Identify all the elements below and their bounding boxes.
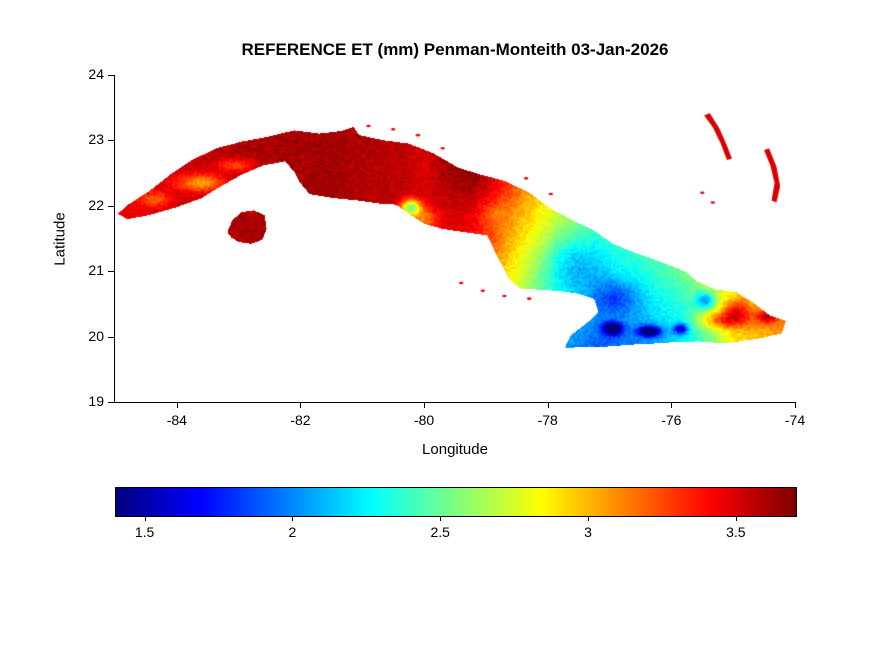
et-map-canvas bbox=[115, 75, 795, 402]
colorbar-tick-mark bbox=[735, 517, 737, 521]
y-tick-label: 22 bbox=[88, 196, 104, 213]
x-tick-mark bbox=[795, 403, 796, 408]
x-tick-label: -78 bbox=[537, 412, 558, 428]
x-tick-label: -80 bbox=[413, 412, 435, 428]
y-tick-mark bbox=[108, 402, 114, 403]
colorbar-tick-mark bbox=[144, 517, 146, 521]
y-tick-mark bbox=[108, 271, 114, 273]
x-tick-label: -76 bbox=[661, 412, 682, 428]
colorbar-tick-label: 3 bbox=[584, 524, 592, 540]
y-axis-label: Latitude bbox=[51, 212, 69, 266]
colorbar-tick-label: 1.5 bbox=[134, 524, 155, 540]
x-axis-line bbox=[114, 402, 796, 403]
colorbar-gradient bbox=[115, 487, 797, 517]
y-tick-label: 20 bbox=[88, 327, 104, 344]
y-tick-label: 21 bbox=[88, 262, 104, 279]
y-tick-mark bbox=[108, 336, 114, 338]
y-tick-label: 23 bbox=[88, 131, 104, 148]
y-tick-label: 19 bbox=[88, 393, 104, 409]
x-tick-mark bbox=[547, 403, 549, 408]
colorbar-tick-mark bbox=[292, 517, 294, 521]
colorbar-tick-mark bbox=[440, 517, 442, 521]
y-tick-mark bbox=[108, 205, 114, 207]
x-tick-label: -74 bbox=[784, 412, 806, 428]
x-tick-label: -84 bbox=[166, 412, 187, 428]
y-tick-label: 24 bbox=[88, 66, 104, 82]
colorbar-tick-label: 2 bbox=[288, 524, 297, 540]
colorbar-tick-label: 2.5 bbox=[430, 524, 450, 540]
y-tick-mark bbox=[108, 75, 114, 76]
x-tick-mark bbox=[300, 403, 302, 408]
x-tick-mark bbox=[176, 403, 178, 408]
y-tick-mark bbox=[108, 140, 114, 142]
x-axis-label: Longitude bbox=[422, 441, 488, 458]
x-tick-mark bbox=[424, 403, 426, 408]
colorbar-tick-mark bbox=[588, 517, 590, 521]
y-axis-line bbox=[114, 75, 115, 403]
x-tick-label: -82 bbox=[290, 412, 311, 428]
chart-title: REFERENCE ET (mm) Penman-Monteith 03-Jan… bbox=[241, 40, 669, 59]
x-tick-mark bbox=[671, 403, 673, 408]
colorbar-tick-label: 3.5 bbox=[726, 524, 746, 540]
